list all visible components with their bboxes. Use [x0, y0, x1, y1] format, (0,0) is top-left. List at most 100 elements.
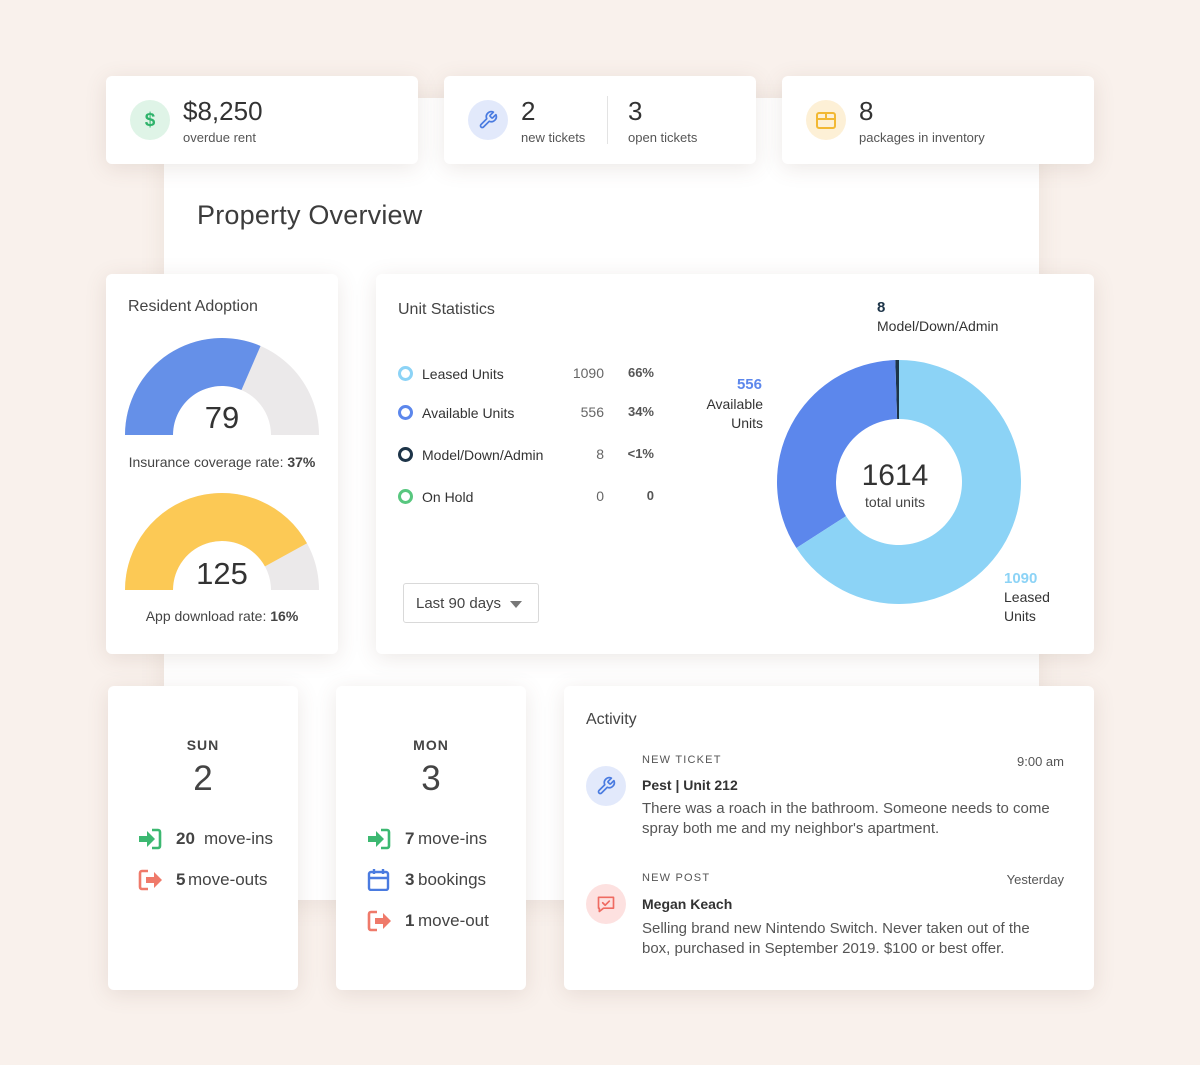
date-range-value: Last 90 days [416, 595, 502, 612]
day-item-count: 20 [176, 829, 195, 848]
legend-name: Leased Units [422, 366, 504, 382]
chevron-down-icon [510, 601, 522, 608]
activity-body-line: There was a roach in the bathroom. Someo… [642, 800, 1050, 817]
legend-row-onhold: On Hold 0 0 [398, 487, 658, 507]
model-annotation-num: 8 [877, 299, 886, 316]
day-card-mon[interactable]: MON 3 7 move-ins 3 bookings 1 move-out [336, 686, 526, 990]
day-card-sun[interactable]: SUN 2 20 move-ins 5 move-outs [108, 686, 298, 990]
insurance-caption: Insurance coverage rate: 37% [106, 454, 338, 470]
day-number: 2 [193, 759, 213, 798]
activity-time: Yesterday [1006, 872, 1064, 887]
activity-type: NEW TICKET [642, 754, 722, 766]
day-item-label: move-outs [188, 870, 268, 889]
activity-body-line: Selling brand new Nintendo Switch. Never… [642, 920, 1030, 937]
dollar-icon: $ [130, 100, 170, 140]
tickets-card[interactable]: 2 new tickets 3 open tickets [444, 76, 756, 164]
unit-statistics-title: Unit Statistics [398, 301, 495, 318]
leased-annotation-label1: Leased [1004, 589, 1050, 605]
legend-count: 556 [580, 404, 604, 420]
overdue-rent-label: overdue rent [183, 130, 256, 145]
donut-total-label: total units [865, 494, 925, 510]
day-name: SUN [186, 737, 220, 753]
legend-count: 8 [596, 446, 604, 462]
insurance-caption-label: Insurance coverage rate: [128, 454, 288, 470]
day-item-move-ins: 7 move-ins [367, 828, 517, 850]
insurance-gauge-value: 79 [204, 400, 240, 435]
packages-card[interactable]: 8 packages in inventory [782, 76, 1094, 164]
packages-value: 8 [859, 96, 874, 126]
activity-card: Activity NEW TICKET 9:00 am Pest | Unit … [564, 686, 1094, 990]
wrench-icon [468, 100, 508, 140]
new-tickets-label: new tickets [521, 130, 586, 145]
day-item-move-out: 1 move-out [367, 910, 517, 932]
donut-slice-available-units [777, 360, 898, 549]
model-annotation-label: Model/Down/Admin [877, 318, 999, 334]
open-tickets-value: 3 [628, 96, 643, 126]
day-item-move-outs: 5 move-outs [138, 869, 288, 891]
date-range-select[interactable]: Last 90 days [403, 583, 539, 623]
day-item-bookings: 3 bookings [367, 869, 517, 891]
donut-slice-model-down-admin [895, 360, 899, 420]
chat-icon [586, 884, 626, 924]
legend-row-leased: Leased Units 1090 66% [398, 364, 658, 384]
calendar-icon [367, 869, 390, 891]
legend-pct: 66% [627, 365, 654, 380]
day-item-count: 7 [405, 829, 415, 848]
available-annotation-label1: Available [706, 396, 763, 412]
donut-total: 1614 [861, 459, 929, 492]
available-dot-icon [398, 405, 413, 420]
app-gauge [125, 493, 319, 590]
day-item-count: 1 [405, 911, 415, 930]
onhold-dot-icon [398, 489, 413, 504]
day-item-label: bookings [418, 870, 487, 889]
model-dot-icon [398, 447, 413, 462]
legend-row-available: Available Units 556 34% [398, 403, 658, 423]
day-item-label: move-ins [204, 829, 273, 848]
app-caption-label: App download rate: [145, 608, 271, 624]
day-name: MON [413, 737, 449, 753]
app-rate: 16% [270, 608, 299, 624]
app-gauge-value: 125 [196, 556, 248, 591]
move-out-icon [367, 910, 391, 932]
legend-pct: <1% [627, 446, 654, 461]
legend-name: Model/Down/Admin [422, 447, 544, 463]
svg-text:$: $ [145, 110, 156, 131]
activity-time: 9:00 am [1017, 754, 1064, 769]
day-item-count: 5 [176, 870, 186, 889]
move-in-icon [368, 828, 391, 850]
legend-pct: 34% [627, 404, 654, 419]
legend-count: 1090 [572, 365, 604, 381]
day-item-label: move-ins [418, 829, 487, 848]
activity-title: Activity [586, 711, 637, 728]
legend-name: On Hold [422, 489, 474, 505]
leased-annotation-label2: Units [1004, 608, 1036, 624]
available-annotation-label2: Units [731, 415, 763, 431]
day-item-label: move-out [418, 911, 489, 930]
stat-divider [607, 96, 608, 144]
new-tickets-value: 2 [521, 96, 536, 126]
legend-name: Available Units [422, 405, 515, 421]
day-item-move-ins: 20 move-ins [138, 828, 288, 850]
overdue-rent-value: $8,250 [183, 96, 263, 126]
move-out-icon [138, 869, 162, 891]
legend-row-model: Model/Down/Admin 8 <1% [398, 445, 658, 465]
legend-count: 0 [596, 488, 604, 504]
leased-dot-icon [398, 366, 413, 381]
move-in-icon [139, 828, 162, 850]
app-gauge-fill [125, 493, 307, 590]
insurance-rate: 37% [287, 454, 316, 470]
activity-body-line: spray both me and my neighbor's apartmen… [642, 820, 940, 837]
insurance-gauge-fill [125, 338, 261, 435]
package-icon [806, 100, 846, 140]
resident-adoption-title: Resident Adoption [128, 298, 258, 315]
insurance-gauge [125, 338, 319, 435]
overdue-rent-card[interactable]: $ $8,250 overdue rent [106, 76, 418, 164]
activity-body: Selling brand new Nintendo Switch. Never… [642, 919, 1072, 959]
activity-item-title[interactable]: Megan Keach [642, 896, 733, 912]
page-title: Property Overview [197, 200, 423, 230]
activity-type: NEW POST [642, 872, 711, 884]
activity-body-line: box, purchased in September 2019. $100 o… [642, 940, 1005, 957]
resident-adoption-card: Resident Adoption 79 Insurance coverage … [106, 274, 338, 654]
activity-item-title[interactable]: Pest | Unit 212 [642, 777, 738, 793]
leased-annotation-num: 1090 [1004, 570, 1038, 587]
